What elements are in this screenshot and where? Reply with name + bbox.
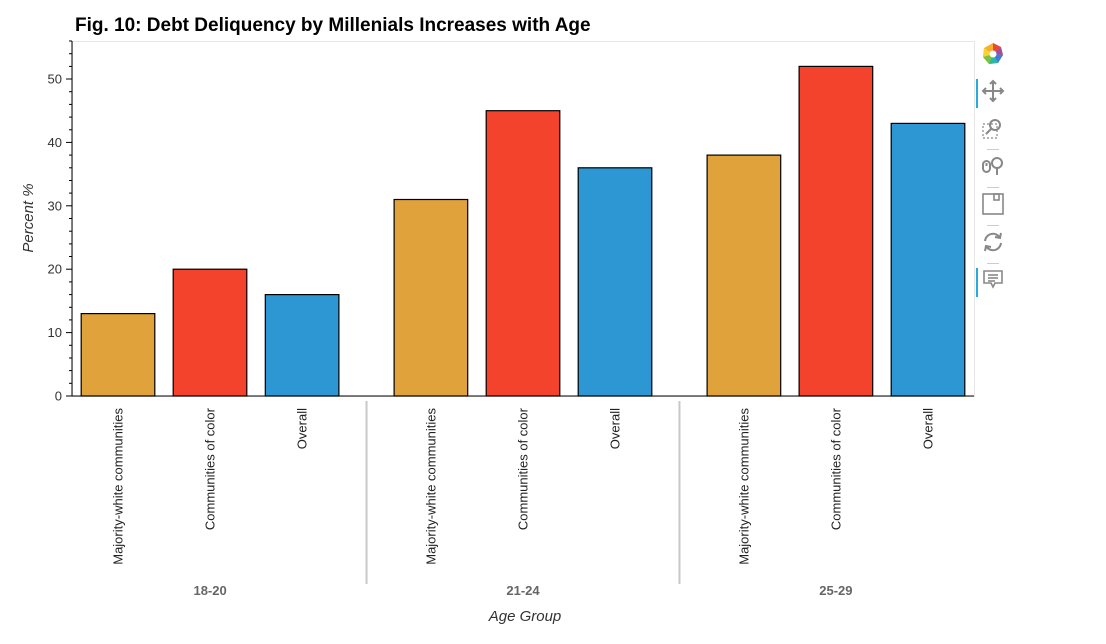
wheel-zoom-tool-button[interactable] bbox=[976, 150, 1010, 187]
y-tick-label: 10 bbox=[48, 325, 62, 340]
toolbar-divider bbox=[987, 225, 999, 226]
bar-18-20-3 bbox=[264, 294, 340, 397]
bar-21-24-2 bbox=[485, 110, 561, 397]
toolbar-divider bbox=[987, 187, 999, 188]
wheel-zoom-icon bbox=[981, 154, 1005, 183]
category-tick-label: Overall bbox=[608, 408, 623, 449]
category-tick-label: Overall bbox=[921, 408, 936, 449]
bokeh-logo-icon bbox=[981, 42, 1005, 71]
group-label: 25-29 bbox=[819, 583, 852, 598]
x-axis-label: Age Group bbox=[488, 608, 562, 625]
pan-icon bbox=[981, 79, 1005, 108]
bokeh-logo-button[interactable] bbox=[976, 38, 1010, 75]
y-tick-label: 30 bbox=[48, 198, 62, 213]
toolbar-divider bbox=[987, 263, 999, 264]
save-icon bbox=[981, 192, 1005, 221]
box-zoom-tool-button[interactable] bbox=[976, 112, 1010, 149]
hover-icon bbox=[981, 268, 1005, 297]
y-axis-label: Percent % bbox=[20, 183, 37, 252]
box-zoom-icon bbox=[981, 116, 1005, 145]
hover-tool-button[interactable] bbox=[976, 264, 1010, 301]
chart-title: Fig. 10: Debt Deliquency by Millenials I… bbox=[75, 15, 591, 36]
y-tick-label: 20 bbox=[48, 262, 62, 277]
bar-chart: Fig. 10: Debt Deliquency by Millenials I… bbox=[20, 15, 975, 625]
chart-toolbar bbox=[976, 38, 1010, 301]
category-tick-label: Communities of color bbox=[828, 407, 843, 530]
category-tick-label: Communities of color bbox=[203, 407, 218, 530]
toolbar-divider bbox=[987, 149, 999, 150]
category-tick-label: Majority-white communities bbox=[736, 408, 751, 565]
bar-25-29-2 bbox=[798, 65, 874, 397]
y-tick-label: 50 bbox=[48, 72, 62, 87]
pan-tool-button[interactable] bbox=[976, 75, 1010, 112]
bar-18-20-1 bbox=[80, 313, 156, 397]
category-tick-label: Majority-white communities bbox=[424, 408, 439, 565]
bar-21-24-3 bbox=[577, 167, 653, 397]
group-label: 21-24 bbox=[506, 583, 540, 598]
y-tick-label: 0 bbox=[55, 389, 62, 404]
reset-tool-button[interactable] bbox=[976, 226, 1010, 263]
category-tick-label: Overall bbox=[295, 408, 310, 449]
bar-18-20-2 bbox=[172, 268, 248, 397]
category-tick-label: Communities of color bbox=[516, 407, 531, 530]
save-tool-button[interactable] bbox=[976, 188, 1010, 225]
bar-25-29-3 bbox=[890, 122, 966, 397]
bar-21-24-1 bbox=[393, 198, 469, 397]
y-tick-label: 40 bbox=[48, 135, 62, 150]
reset-icon bbox=[981, 230, 1005, 259]
category-tick-label: Majority-white communities bbox=[111, 408, 126, 565]
bar-25-29-1 bbox=[706, 154, 782, 397]
group-label: 18-20 bbox=[193, 583, 226, 598]
